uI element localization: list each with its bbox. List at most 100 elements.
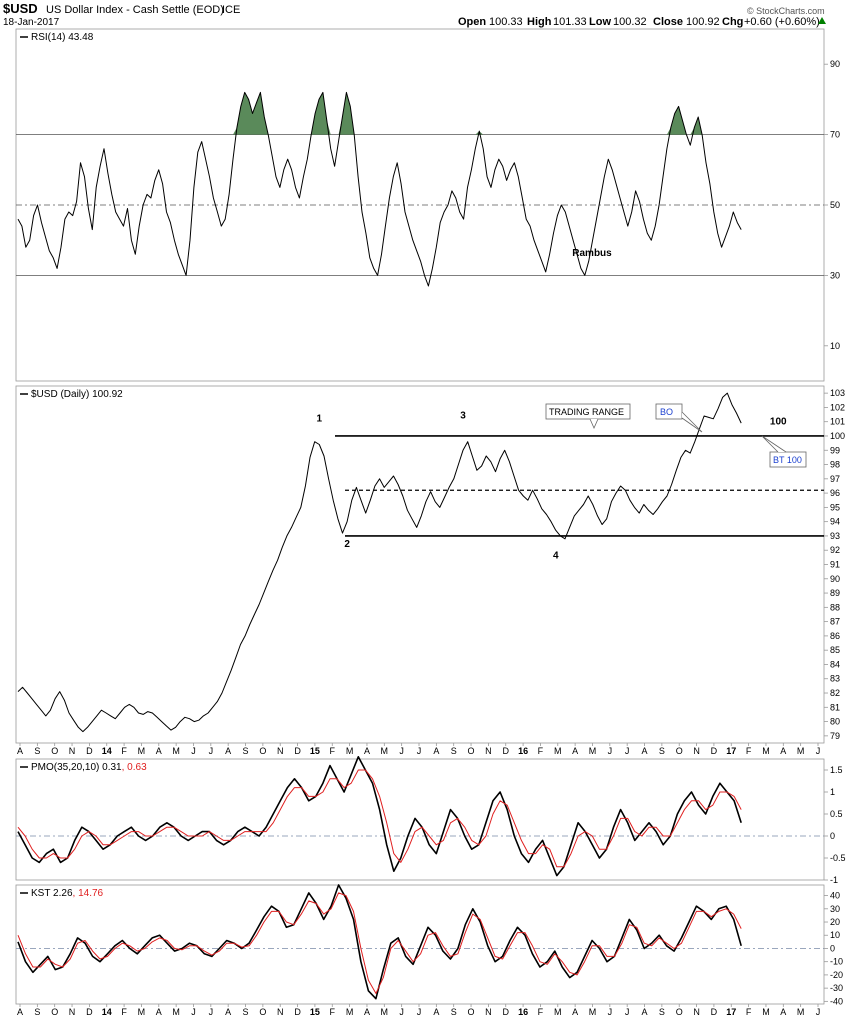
backtest-callout: BT 100: [761, 435, 807, 468]
price-xtick-label: O: [676, 746, 683, 756]
kst-xtick-label: J: [816, 1007, 821, 1017]
kst-ytick-label: -40: [830, 996, 843, 1006]
rsi-main-line: [17, 91, 742, 287]
pmo-ytick-label: 0: [830, 831, 835, 841]
kst-ytick-label: 10: [830, 930, 840, 940]
price-ytick-label: 90: [830, 574, 840, 584]
kst-xtick-label: O: [676, 1007, 683, 1017]
price-ytick-label: 100: [830, 431, 845, 441]
kst-ytick-label: 40: [830, 891, 840, 901]
price-xtick-label: O: [51, 746, 58, 756]
low-value: 100.32: [613, 16, 647, 28]
price-ytick-label: 102: [830, 402, 845, 412]
kst-xtick-label: M: [589, 1007, 597, 1017]
kst-xtick-label: M: [138, 1007, 146, 1017]
close-label: Close: [653, 16, 683, 28]
price-ytick-label: 93: [830, 531, 840, 541]
price-ytick-label: 88: [830, 602, 840, 612]
kst-xtick-label: O: [259, 1007, 266, 1017]
kst-xtick-label: M: [346, 1007, 354, 1017]
kst-xtick-label: F: [121, 1007, 127, 1017]
kst-xtick-label: F: [538, 1007, 544, 1017]
pmo-panel-frame: [15, 758, 825, 881]
price-xtick-label: M: [381, 746, 389, 756]
price-xtick-label: J: [816, 746, 821, 756]
kst-xtick-label: 15: [310, 1007, 320, 1017]
price-ytick-label: 91: [830, 560, 840, 570]
kst-xtick-label: A: [225, 1007, 231, 1017]
pmo-ytick-label: -0.5: [830, 853, 846, 863]
price-ytick-label: 81: [830, 702, 840, 712]
kst-ytick-label: -10: [830, 957, 843, 967]
price-ytick-label: 101: [830, 417, 845, 427]
kst-xtick-label: M: [172, 1007, 180, 1017]
price-ytick-label: 80: [830, 717, 840, 727]
price-xtick-label: A: [225, 746, 231, 756]
rsi-overbought-fill: [232, 92, 703, 135]
kst-xtick-label: D: [86, 1007, 93, 1017]
kst-xtick-label: M: [762, 1007, 770, 1017]
price-xtick-label: S: [243, 746, 249, 756]
price-xtick-label: 14: [102, 746, 112, 756]
price-legend-label: $USD (Daily) 100.92: [31, 389, 123, 400]
pmo-main-line: [17, 755, 742, 877]
pmo-legend-label: PMO(35,20,10) 0.31, 0.63: [31, 762, 147, 773]
price-ytick-label: 89: [830, 588, 840, 598]
kst-xtick-label: A: [572, 1007, 578, 1017]
kst-xtick-label: 14: [102, 1007, 112, 1017]
price-xtick-label: J: [608, 746, 613, 756]
rsi-annotation: Rambus: [572, 248, 612, 259]
kst-xtick-label: D: [711, 1007, 718, 1017]
kst-xtick-label: A: [17, 1007, 23, 1017]
rsi-ytick-label: 70: [830, 130, 840, 140]
price-xtick-label: 15: [310, 746, 320, 756]
price-xtick-label: M: [172, 746, 180, 756]
close-value: 100.92: [686, 16, 720, 28]
price-ytick-label: 98: [830, 460, 840, 470]
ticker-symbol: $USD: [3, 1, 38, 16]
price-main-line: [17, 392, 742, 733]
price-ytick-label: 96: [830, 488, 840, 498]
kst-xtick-label: A: [642, 1007, 648, 1017]
pmo-ytick-label: 1: [830, 787, 835, 797]
price-xtick-label: A: [156, 746, 162, 756]
kst-xtick-label: J: [608, 1007, 613, 1017]
kst-xtick-label: 17: [726, 1007, 736, 1017]
price-xtick-label: N: [485, 746, 492, 756]
price-xtick-label: A: [780, 746, 786, 756]
price-xtick-label: F: [746, 746, 752, 756]
kst-ytick-label: -30: [830, 983, 843, 993]
price-xtick-label: A: [433, 746, 439, 756]
price-annotation: 1: [317, 414, 323, 425]
pmo-ytick-label: 1.5: [830, 765, 843, 775]
breakout-label: BO: [660, 407, 673, 417]
kst-xtick-label: J: [417, 1007, 422, 1017]
price-xtick-label: F: [121, 746, 127, 756]
kst-panel-frame: [15, 884, 825, 1005]
price-ytick-label: 86: [830, 631, 840, 641]
price-xtick-label: S: [34, 746, 40, 756]
price-xtick-label: N: [69, 746, 76, 756]
kst-xtick-label: S: [34, 1007, 40, 1017]
price-xtick-label: 17: [726, 746, 736, 756]
rsi-legend-label: RSI(14) 43.48: [31, 32, 94, 43]
price-xtick-label: S: [659, 746, 665, 756]
price-ytick-label: 82: [830, 688, 840, 698]
kst-signal-line: [17, 892, 742, 994]
price-ytick-label: 84: [830, 659, 840, 669]
low-label: Low: [589, 16, 611, 28]
price-xtick-label: D: [294, 746, 301, 756]
price-xtick-label: S: [451, 746, 457, 756]
high-label: High: [527, 16, 552, 28]
price-ytick-label: 99: [830, 445, 840, 455]
kst-xtick-label: A: [780, 1007, 786, 1017]
kst-xtick-label: M: [554, 1007, 562, 1017]
price-annotation: 100: [770, 416, 787, 427]
trading-range-label: TRADING RANGE: [549, 407, 624, 417]
kst-ytick-label: 20: [830, 917, 840, 927]
kst-xtick-label: S: [659, 1007, 665, 1017]
price-xtick-label: M: [554, 746, 562, 756]
change-label: Chg: [722, 16, 743, 28]
price-xtick-label: A: [17, 746, 23, 756]
